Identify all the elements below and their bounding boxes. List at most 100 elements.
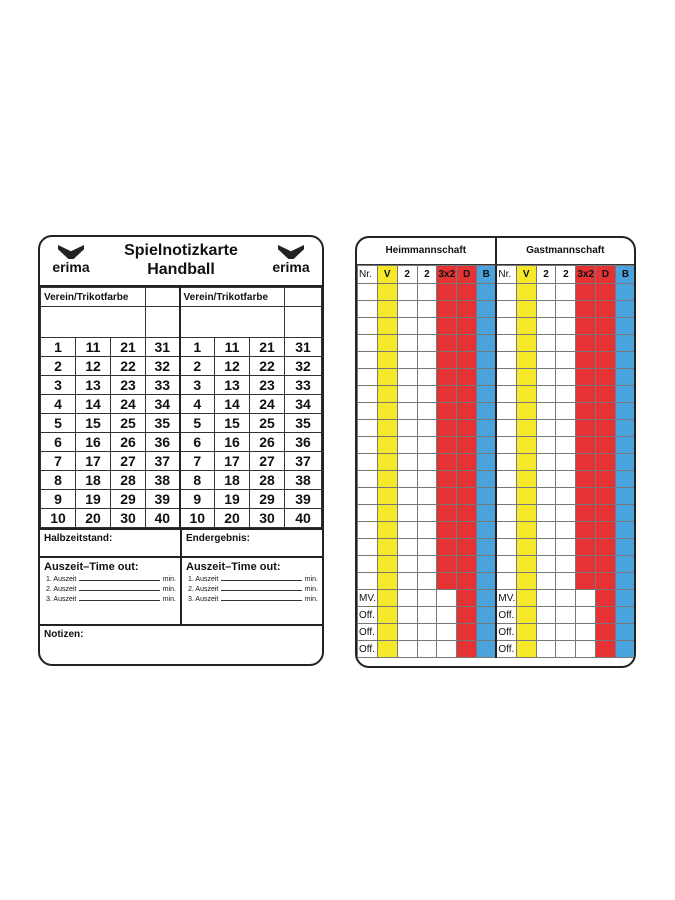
cell[interactable] xyxy=(376,385,398,403)
cell[interactable] xyxy=(555,572,577,590)
cell[interactable] xyxy=(376,623,398,641)
cell[interactable] xyxy=(535,334,557,352)
goal-number[interactable]: 38 xyxy=(145,470,181,490)
goal-number[interactable]: 34 xyxy=(145,394,181,414)
cell[interactable] xyxy=(376,521,398,539)
cell[interactable] xyxy=(614,436,634,454)
cell[interactable] xyxy=(357,538,378,556)
cell[interactable] xyxy=(535,470,557,488)
goal-number[interactable]: 29 xyxy=(249,489,286,509)
goal-number[interactable]: 33 xyxy=(145,375,181,395)
cell[interactable] xyxy=(396,385,418,403)
timeout-field[interactable] xyxy=(221,590,302,591)
goal-number[interactable]: 26 xyxy=(109,432,147,452)
goal-number[interactable]: 15 xyxy=(75,413,111,433)
cell[interactable] xyxy=(595,640,616,658)
cell[interactable] xyxy=(555,487,577,505)
cell[interactable] xyxy=(476,555,498,573)
goal-number[interactable]: 34 xyxy=(284,394,322,414)
goal-number[interactable]: 11 xyxy=(75,337,111,357)
cell[interactable] xyxy=(416,487,438,505)
cell[interactable] xyxy=(396,487,418,505)
cell[interactable] xyxy=(535,283,557,301)
goal-number[interactable]: 36 xyxy=(145,432,181,452)
cell[interactable] xyxy=(456,640,478,658)
goal-number[interactable]: 40 xyxy=(145,508,181,528)
cell[interactable] xyxy=(575,317,597,335)
cell[interactable] xyxy=(614,368,634,386)
cell[interactable] xyxy=(456,334,478,352)
timeout-field[interactable] xyxy=(79,580,160,581)
cell[interactable] xyxy=(495,521,517,539)
goal-number[interactable]: 36 xyxy=(284,432,322,452)
cell[interactable] xyxy=(535,623,557,641)
timeout-field[interactable] xyxy=(221,580,302,581)
cell[interactable] xyxy=(575,436,597,454)
cell[interactable] xyxy=(396,589,418,607)
cell[interactable] xyxy=(396,640,418,658)
cell[interactable] xyxy=(575,283,597,301)
cell[interactable] xyxy=(555,334,577,352)
cell[interactable] xyxy=(575,453,597,471)
goal-number[interactable]: 6 xyxy=(179,432,216,452)
cell[interactable] xyxy=(436,317,458,335)
cell[interactable] xyxy=(436,402,458,420)
cell[interactable] xyxy=(495,504,517,522)
cell[interactable] xyxy=(495,487,517,505)
goal-number[interactable]: 25 xyxy=(109,413,147,433)
cell[interactable] xyxy=(575,521,597,539)
cell[interactable] xyxy=(595,521,616,539)
cell[interactable] xyxy=(436,334,458,352)
cell[interactable] xyxy=(476,351,498,369)
cell[interactable] xyxy=(515,521,537,539)
cell[interactable] xyxy=(595,589,616,607)
cell[interactable] xyxy=(396,623,418,641)
cell[interactable] xyxy=(376,589,398,607)
cell[interactable] xyxy=(436,436,458,454)
goal-number[interactable]: 12 xyxy=(214,356,251,376)
cell[interactable] xyxy=(515,402,537,420)
cell[interactable] xyxy=(614,385,634,403)
cell[interactable] xyxy=(416,300,438,318)
cell[interactable] xyxy=(376,351,398,369)
cell[interactable] xyxy=(396,521,418,539)
cell[interactable] xyxy=(416,521,438,539)
cell[interactable] xyxy=(476,521,498,539)
cell[interactable] xyxy=(476,419,498,437)
cell[interactable] xyxy=(376,640,398,658)
cell[interactable] xyxy=(515,351,537,369)
cell[interactable] xyxy=(515,572,537,590)
cell[interactable] xyxy=(456,317,478,335)
cell[interactable] xyxy=(436,623,458,641)
cell[interactable] xyxy=(476,538,498,556)
cell[interactable] xyxy=(515,623,537,641)
cell[interactable] xyxy=(595,300,616,318)
cell[interactable] xyxy=(456,470,478,488)
cell[interactable] xyxy=(535,402,557,420)
cell[interactable] xyxy=(614,300,634,318)
cell[interactable] xyxy=(495,385,517,403)
cell[interactable] xyxy=(575,368,597,386)
cell[interactable] xyxy=(416,402,438,420)
cell[interactable] xyxy=(456,300,478,318)
cell[interactable] xyxy=(555,385,577,403)
cell[interactable] xyxy=(555,317,577,335)
cell[interactable] xyxy=(476,368,498,386)
cell[interactable] xyxy=(595,555,616,573)
cell[interactable] xyxy=(495,368,517,386)
cell[interactable] xyxy=(595,487,616,505)
cell[interactable] xyxy=(416,351,438,369)
cell[interactable] xyxy=(416,453,438,471)
cell[interactable] xyxy=(495,555,517,573)
cell[interactable] xyxy=(495,402,517,420)
cell[interactable] xyxy=(595,623,616,641)
goal-number[interactable]: 9 xyxy=(179,489,216,509)
cell[interactable] xyxy=(535,351,557,369)
goal-number[interactable]: 24 xyxy=(109,394,147,414)
cell[interactable] xyxy=(376,572,398,590)
cell[interactable] xyxy=(535,521,557,539)
goal-number[interactable]: 37 xyxy=(284,451,322,471)
cell[interactable] xyxy=(495,351,517,369)
goal-number[interactable]: 21 xyxy=(249,337,286,357)
cell[interactable] xyxy=(614,334,634,352)
